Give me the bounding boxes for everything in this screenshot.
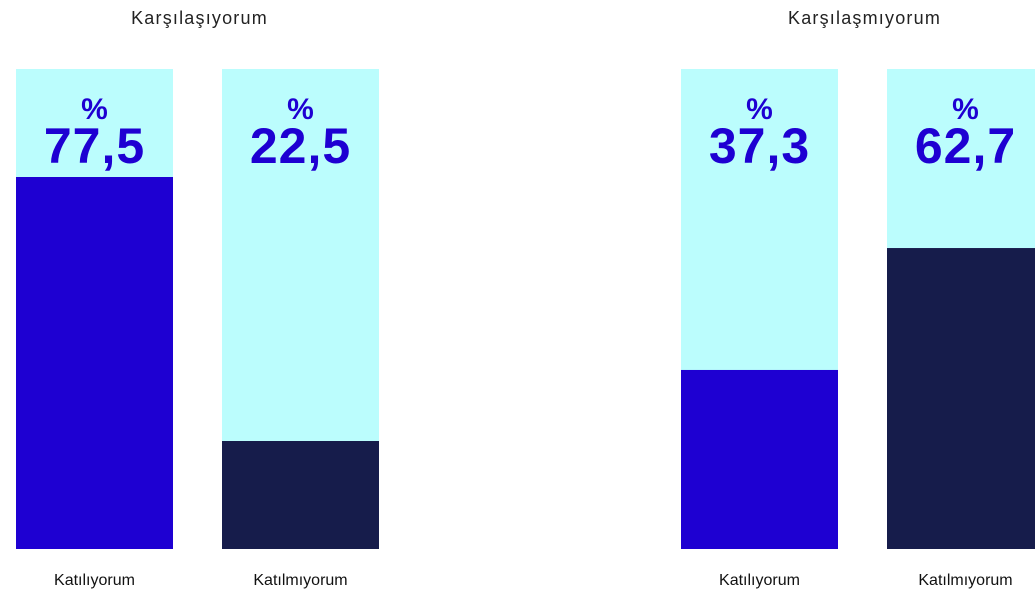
value-unit: % bbox=[81, 93, 108, 126]
category-label: Katılmıyorum bbox=[253, 572, 347, 589]
value-label: 62,7 bbox=[915, 118, 1016, 174]
group-title: Karşılaşıyorum bbox=[131, 8, 268, 28]
group-title: Karşılaşmıyorum bbox=[788, 8, 941, 28]
value-label: 77,5 bbox=[44, 118, 145, 174]
value-label: 22,5 bbox=[250, 118, 351, 174]
category-label: Katılmıyorum bbox=[918, 572, 1012, 589]
value-unit: % bbox=[952, 93, 979, 126]
bar bbox=[222, 441, 379, 549]
category-label: Katılıyorum bbox=[719, 572, 800, 589]
bar bbox=[16, 177, 173, 549]
value-label: 37,3 bbox=[709, 118, 810, 174]
value-unit: % bbox=[287, 93, 314, 126]
bar bbox=[681, 369, 838, 549]
category-label: Katılıyorum bbox=[54, 572, 135, 589]
value-unit: % bbox=[746, 93, 773, 126]
bar bbox=[887, 248, 1035, 550]
